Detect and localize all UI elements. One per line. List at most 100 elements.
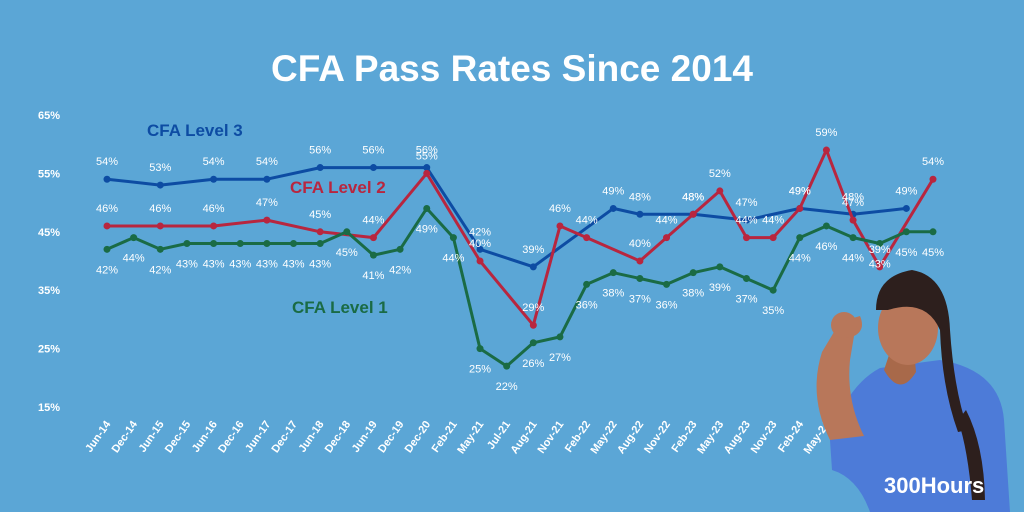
cfa-level-2-point [369,234,377,242]
cfa-level-2-point [556,222,564,230]
cfa-level-1-point [210,239,218,247]
cfa-level-1-data-label: 38% [602,288,624,300]
cfa-level-3-data-label: 49% [602,185,624,197]
cfa-level-1-data-label: 27% [549,352,571,364]
cfa-level-3-point [103,175,111,183]
cfa-level-3-data-label: 48% [842,191,864,203]
cfa-level-1-point [929,228,937,236]
cfa-level-1-data-label: 36% [656,299,678,311]
cfa-level-1-data-label: 43% [309,258,331,270]
cfa-level-1-point [263,239,271,247]
cfa-level-2-point [103,222,111,230]
cfa-level-3-point [316,164,324,172]
cfa-level-2-data-label: 55% [416,150,438,162]
cfa-level-1-data-label: 41% [362,270,384,282]
cfa-level-1-point [423,204,431,212]
cfa-level-1-data-label: 44% [442,253,464,265]
cfa-level-2-data-label: 59% [815,127,837,139]
cfa-level-1-point [902,228,910,236]
x-tick-label: May-22 [588,419,619,456]
x-tick-label: Dec-15 [163,419,194,455]
cfa-level-3-data-label: 56% [362,145,384,157]
series-legends: CFA Level 3 CFA Level 2 CFA Level 1 [147,121,388,317]
x-tick-label: Dec-17 [269,419,300,455]
cfa-level-3-point [156,181,164,189]
cfa-level-1-point [663,280,671,288]
cfa-level-3-point [423,164,431,172]
series-lines [103,146,937,370]
cfa-level-2-data-label: 49% [789,185,811,197]
cfa-level-1-line [106,206,933,368]
cfa-level-2-data-label: 45% [309,209,331,221]
cfa-level-2-data-label: 40% [629,238,651,250]
cfa-level-1-data-label: 22% [496,381,518,393]
cfa-level-2-point [876,263,884,271]
cfa-level-3-point [263,175,271,183]
cfa-level-2-point [742,234,750,242]
cfa-level-1-data-label: 46% [815,241,837,253]
cfa-level-2-point [583,234,591,242]
cfa-level-2-data-label: 44% [735,215,757,227]
cfa-level-1-point [183,239,191,247]
cfa-level-2-point [769,234,777,242]
cfa-level-2-data-label: 46% [149,203,171,215]
cfa-level-1-point [636,275,644,283]
x-tick-label: Dec-20 [403,419,434,455]
cfa-level-1-data-label: 45% [336,247,358,259]
x-tick-label: Dec-14 [110,418,141,455]
cfa-level-1-data-label: 39% [709,282,731,294]
y-tick-label: 65% [38,110,60,122]
brand-logo: 300Hours [884,473,985,498]
y-tick-label: 35% [38,285,60,297]
cfa-level-3-data-label: 48% [682,191,704,203]
x-tick-label: Aug-21 [509,419,540,456]
x-tick-label: Jun-18 [296,419,326,455]
cfa-level-1-point [583,280,591,288]
cfa-level-1-point [290,239,298,247]
cfa-level-1-point [156,245,164,253]
cfa-level-1-point [369,251,377,259]
cfa-level-1-point [556,333,564,341]
cfa-level-3-line [106,166,907,269]
cfa-level-1-point [316,239,324,247]
x-tick-label: Jun-17 [243,419,273,455]
cfa-level-1-data-label: 43% [256,258,278,270]
cfa-level-2-data-label: 44% [762,215,784,227]
cfa-level-2-data-label: 44% [656,215,678,227]
y-tick-label: 15% [38,402,60,414]
cfa-level-3-data-label: 39% [522,244,544,256]
cfa-level-1-data-label: 45% [895,247,917,259]
cfa-level-2-line [107,148,935,327]
cfa-level-1-data-label: 43% [203,258,225,270]
cfa-level-1-point [769,286,777,294]
cfa-level-3-point [742,216,750,224]
cfa-level-1-data-label: 37% [735,294,757,306]
cfa-level-2-data-label: 46% [203,203,225,215]
cfa-level-1-data-label: 37% [629,294,651,306]
cfa-level-2-point [716,187,724,195]
cfa-level-1-point [529,339,537,347]
cfa-level-3-data-label: 53% [149,162,171,174]
y-axis: 15% 25% 35% 45% 55% 65% [38,110,60,414]
x-tick-label: Aug-23 [722,419,753,456]
cfa-level-1-point [609,269,617,277]
cfa-level-2-data-label: 40% [469,238,491,250]
y-tick-label: 55% [38,168,60,180]
cfa-level-3-point [902,204,910,212]
cfa-level-3-data-label: 42% [469,226,491,238]
cfa-level-2-point [529,321,537,329]
data-labels: 54% 53% 54% 54%56% 56% 56%42%39%49% 48% 48% 47%4… [96,127,944,393]
chart-title: CFA Pass Rates Since 2014 [271,48,753,89]
cfa-level-1-point [796,234,804,242]
cfa-level-2-data-label: 47% [256,197,278,209]
cfa-level-1-data-label: 43% [283,258,305,270]
x-tick-label: Jun-15 [137,419,167,455]
cfa-level-1-data-label: 42% [96,264,118,276]
cfa-level-1-data-label: 49% [416,223,438,235]
x-tick-label: Nov-22 [642,419,673,456]
cfa-level-1-data-label: 43% [229,258,251,270]
y-tick-label: 25% [38,344,60,356]
cfa-level-2-point [476,257,484,265]
y-tick-label: 45% [38,227,60,239]
